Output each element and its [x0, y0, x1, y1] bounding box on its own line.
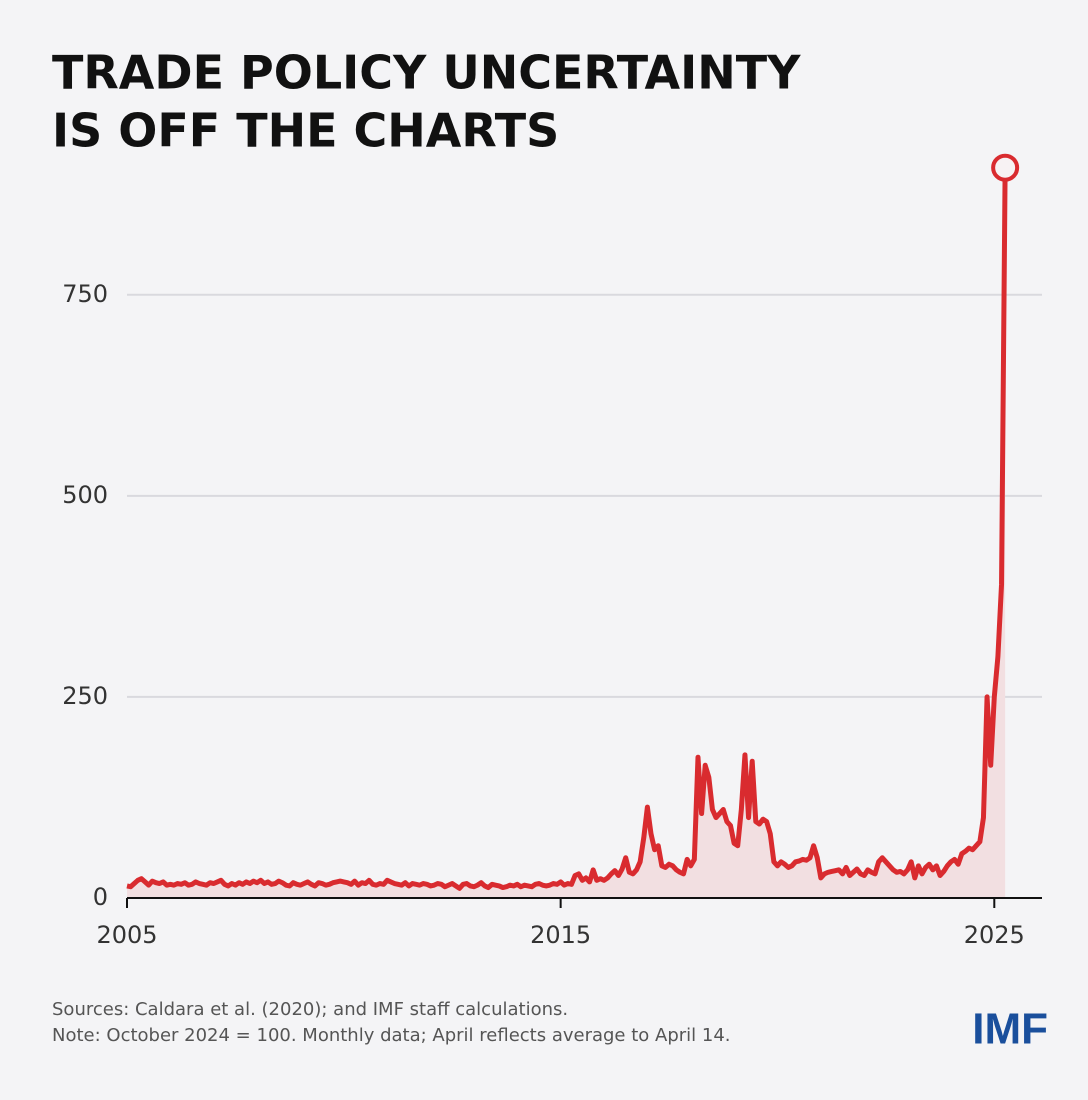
x-tick-label: 2015: [530, 921, 591, 949]
x-tick-label: 2025: [964, 921, 1025, 949]
sources: Sources: Caldara et al. (2020); and IMF …: [52, 999, 568, 1020]
y-tick-label: 750: [62, 280, 108, 308]
y-tick-label: 0: [93, 883, 108, 911]
end-marker: [991, 153, 1020, 182]
chart-title: TRADE POLICY UNCERTAINTY: [52, 46, 801, 100]
y-tick-label: 500: [62, 481, 108, 509]
note: Note: October 2024 = 100. Monthly data; …: [52, 1025, 731, 1046]
y-tick-label: 250: [62, 682, 108, 710]
chart-title: IS OFF THE CHARTS: [52, 104, 559, 158]
line: [126, 167, 1008, 891]
logo: IMF: [972, 1005, 1048, 1054]
x-tick-label: 2005: [96, 921, 157, 949]
